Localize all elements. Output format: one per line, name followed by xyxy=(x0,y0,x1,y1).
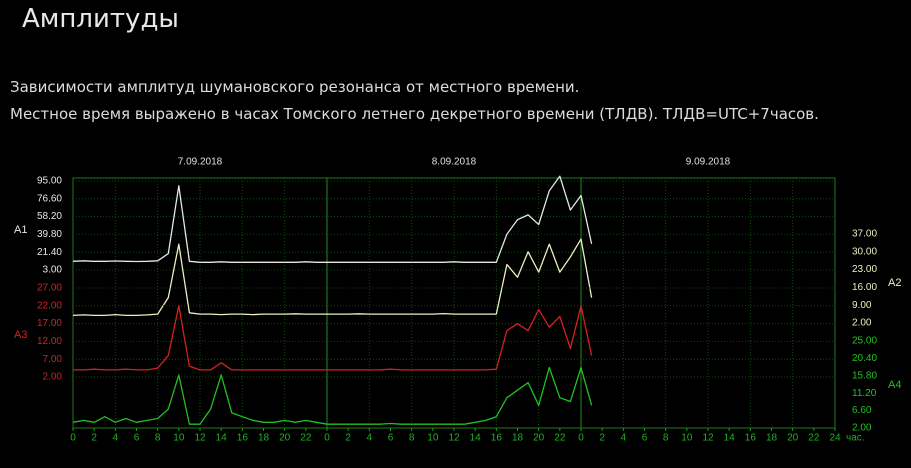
series-line xyxy=(72,175,593,263)
y-tick-label: 2.00 xyxy=(43,372,63,383)
axis-name: A1 xyxy=(14,224,27,236)
date-label: 8.09.2018 xyxy=(432,157,477,168)
series-line xyxy=(73,305,593,371)
x-tick-label: 2 xyxy=(91,433,97,444)
x-tick-label: 6 xyxy=(642,433,648,444)
description: Местное время выражено в часах Томского … xyxy=(10,105,819,123)
x-tick-label: 14 xyxy=(470,433,482,444)
y-tick-label: 16.00 xyxy=(852,282,877,293)
x-tick-label: 4 xyxy=(367,433,373,444)
y-tick-label: 37.00 xyxy=(852,229,877,240)
x-tick-label: 8 xyxy=(409,433,415,444)
y-tick-label: 2.00 xyxy=(852,423,872,434)
x-tick-label: 16 xyxy=(237,433,249,444)
y-tick-label: 30.00 xyxy=(852,246,877,257)
x-tick-label: 0 xyxy=(70,433,76,444)
x-tick-label: 0 xyxy=(324,433,330,444)
x-tick-label: 2 xyxy=(599,433,605,444)
x-tick-label: 10 xyxy=(173,433,185,444)
y-tick-label: 3.00 xyxy=(43,265,63,276)
x-tick-label: 22 xyxy=(808,433,820,444)
x-tick-label: 12 xyxy=(194,433,206,444)
y-tick-label: 58.20 xyxy=(37,211,62,222)
x-tick-label: 14 xyxy=(216,433,228,444)
description: Зависимости амплитуд шумановского резона… xyxy=(10,78,580,96)
x-tick-label: 20 xyxy=(787,433,799,444)
x-tick-label: 18 xyxy=(512,433,524,444)
x-tick-label: 12 xyxy=(702,433,714,444)
x-tick-label: 8 xyxy=(663,433,669,444)
y-tick-label: 15.80 xyxy=(852,370,877,381)
y-tick-label: 95.00 xyxy=(37,176,62,187)
date-label: 7.09.2018 xyxy=(178,157,223,168)
x-tick-label: 14 xyxy=(724,433,736,444)
series-line xyxy=(72,366,593,425)
page-title: Амплитуды xyxy=(22,4,179,34)
x-tick-label: 0 xyxy=(578,433,584,444)
y-tick-label: 39.80 xyxy=(37,229,62,240)
x-tick-label: 10 xyxy=(427,433,439,444)
x-tick-label: 8 xyxy=(155,433,161,444)
axis-name: A3 xyxy=(14,329,27,341)
x-tick-label: 2 xyxy=(345,433,351,444)
y-tick-label: 17.00 xyxy=(37,318,62,329)
series-line xyxy=(72,238,593,317)
y-tick-label: 9.00 xyxy=(852,300,872,311)
x-tick-label: 10 xyxy=(681,433,693,444)
axis-name: A4 xyxy=(888,379,901,391)
y-tick-label: 22.00 xyxy=(37,300,62,311)
x-tick-label: 22 xyxy=(300,433,312,444)
y-tick-label: 6.60 xyxy=(852,405,872,416)
x-tick-label: 6 xyxy=(134,433,140,444)
y-tick-label: 12.00 xyxy=(37,336,62,347)
y-tick-label: 21.40 xyxy=(37,247,62,258)
y-tick-label: 25.00 xyxy=(852,336,877,347)
x-tick-label: 24 xyxy=(829,433,841,444)
y-tick-label: 7.00 xyxy=(43,354,63,365)
date-label: 9.09.2018 xyxy=(686,157,731,168)
y-tick-label: 20.40 xyxy=(852,353,877,364)
x-axis-label: час. xyxy=(846,433,865,444)
x-tick-label: 16 xyxy=(491,433,503,444)
y-tick-label: 23.00 xyxy=(852,264,877,275)
y-tick-label: 27.00 xyxy=(37,283,62,294)
x-tick-label: 4 xyxy=(113,433,119,444)
x-tick-label: 22 xyxy=(554,433,566,444)
y-tick-label: 76.60 xyxy=(37,193,62,204)
x-tick-label: 6 xyxy=(388,433,394,444)
x-tick-label: 20 xyxy=(533,433,545,444)
x-tick-label: 20 xyxy=(279,433,291,444)
y-tick-label: 2.00 xyxy=(852,318,872,329)
x-tick-label: 18 xyxy=(258,433,270,444)
y-tick-label: 11.20 xyxy=(852,388,877,399)
x-tick-label: 4 xyxy=(621,433,627,444)
x-tick-label: 16 xyxy=(745,433,757,444)
x-tick-label: 18 xyxy=(766,433,778,444)
x-tick-label: 12 xyxy=(448,433,460,444)
axis-name: A2 xyxy=(888,277,901,289)
